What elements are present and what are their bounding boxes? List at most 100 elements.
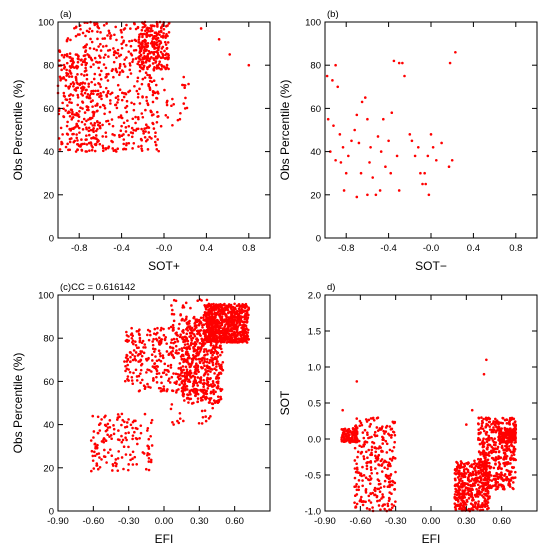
data-point — [85, 108, 89, 112]
data-point — [150, 24, 154, 28]
data-point — [363, 96, 367, 99]
data-point — [109, 35, 112, 38]
data-point — [375, 494, 379, 498]
data-point — [457, 492, 461, 496]
data-point — [170, 338, 174, 342]
data-point — [207, 366, 211, 370]
data-point — [238, 331, 241, 335]
data-point — [361, 479, 364, 482]
data-point — [101, 149, 105, 153]
data-point — [151, 379, 155, 382]
data-point — [196, 384, 199, 387]
data-point — [214, 362, 218, 366]
data-point — [74, 65, 78, 69]
data-point — [153, 24, 156, 28]
data-point — [147, 338, 151, 342]
x-tick-label: 0.00 — [422, 516, 441, 527]
data-point — [366, 193, 369, 197]
data-point — [512, 447, 516, 451]
data-point — [155, 148, 159, 151]
data-point — [91, 99, 94, 102]
data-point — [382, 485, 386, 488]
data-point — [80, 86, 83, 90]
data-point — [58, 59, 61, 62]
data-point — [462, 468, 466, 471]
data-point — [505, 478, 508, 482]
data-point — [202, 383, 206, 386]
data-point — [512, 481, 515, 484]
data-point — [183, 343, 187, 346]
data-point — [228, 329, 231, 333]
data-point — [181, 349, 184, 353]
data-point — [130, 336, 134, 340]
data-point — [102, 63, 106, 66]
data-point — [169, 341, 173, 344]
data-point — [189, 393, 192, 396]
data-point — [105, 44, 108, 48]
data-point — [65, 73, 69, 76]
data-point — [157, 341, 161, 344]
data-point — [375, 426, 379, 429]
data-point — [364, 500, 367, 504]
data-point — [381, 442, 385, 445]
data-point — [159, 124, 163, 128]
data-point — [190, 361, 194, 365]
data-point — [120, 412, 124, 416]
data-point — [448, 61, 452, 65]
data-point — [486, 458, 490, 462]
data-point — [488, 471, 491, 475]
data-point — [125, 56, 128, 59]
data-point — [104, 135, 108, 138]
data-point — [157, 46, 160, 50]
data-point — [495, 471, 498, 475]
data-point — [487, 496, 491, 500]
data-point — [146, 41, 150, 45]
data-point — [62, 91, 66, 95]
y-tick-label: 20 — [43, 463, 54, 474]
data-point — [208, 331, 211, 334]
data-point — [86, 92, 90, 96]
data-point — [512, 422, 515, 426]
x-tick-label: -0.30 — [118, 516, 140, 527]
data-point — [151, 62, 155, 65]
data-point — [139, 381, 142, 385]
data-point — [155, 375, 158, 379]
data-point — [71, 115, 75, 119]
data-point — [230, 314, 233, 318]
data-point — [104, 414, 107, 418]
data-point — [138, 63, 142, 67]
data-point — [208, 339, 212, 342]
data-point — [477, 450, 481, 454]
data-point — [362, 444, 366, 448]
data-point — [98, 105, 102, 109]
data-point — [160, 25, 163, 29]
data-point — [145, 55, 149, 58]
data-point — [474, 501, 478, 505]
data-point — [118, 66, 121, 70]
data-point — [113, 461, 117, 465]
y-axis-label: SOT — [278, 390, 292, 415]
data-point — [109, 99, 112, 102]
data-point — [507, 431, 511, 435]
data-point — [179, 355, 183, 358]
data-point — [146, 368, 149, 371]
data-point — [376, 135, 380, 138]
data-point — [480, 490, 483, 494]
data-point — [368, 508, 371, 511]
data-point — [69, 129, 73, 132]
data-point — [179, 313, 182, 317]
data-point — [185, 368, 189, 371]
panel-label: (a) — [60, 9, 72, 20]
data-point — [187, 82, 190, 86]
data-point — [202, 323, 206, 326]
data-point — [167, 377, 171, 380]
data-point — [194, 355, 198, 358]
data-point — [379, 508, 382, 511]
data-point — [203, 358, 206, 361]
data-point — [143, 40, 147, 44]
data-point — [151, 100, 155, 104]
data-point — [492, 428, 496, 432]
data-point — [481, 427, 485, 431]
data-point — [141, 60, 145, 64]
